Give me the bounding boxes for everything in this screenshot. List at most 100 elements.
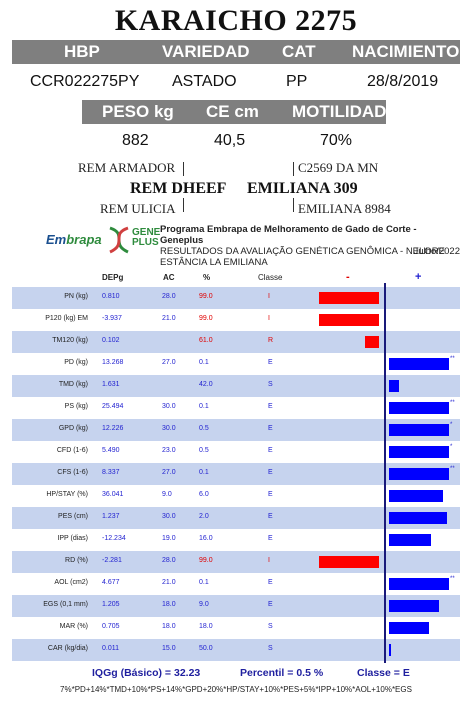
trait-label: TMD (kg) <box>58 381 88 388</box>
dep-bar <box>319 556 379 568</box>
ac-value: 21.0 <box>162 315 176 322</box>
percent-value: 0.5 <box>199 425 209 432</box>
class-value: E <box>268 403 273 410</box>
table-row: IPP (dias) -12.234 19.0 16.0 E <box>12 529 460 551</box>
percent-value: 0.1 <box>199 469 209 476</box>
percent-value: 6.0 <box>199 491 209 498</box>
ac-value: 9.0 <box>162 491 172 498</box>
dep-bar <box>319 292 379 304</box>
depg-value: 1.237 <box>102 513 120 520</box>
trait-label: MAR (%) <box>59 623 88 630</box>
ac-value: 30.0 <box>162 425 176 432</box>
geneplus-logo: GENE PLUS <box>132 227 161 248</box>
header-bar-1: HBP VARIEDAD CAT NACIMIENTO <box>12 40 460 64</box>
iqg-summary: IQGg (Básico) = 32.23 <box>92 667 201 679</box>
percent-value: 99.0 <box>199 557 213 564</box>
dep-bar <box>389 644 391 656</box>
value-nacimiento: 28/8/2019 <box>367 73 439 90</box>
table-row: PN (kg) 0.810 28.0 99.0 I <box>12 287 460 309</box>
table-row: MAR (%) 0.705 18.0 18.0 S <box>12 617 460 639</box>
value-motilidad: 70% <box>320 132 353 149</box>
dep-bar <box>389 402 449 414</box>
trait-label: CFD (1-6) <box>56 447 88 454</box>
percent-value: 99.0 <box>199 293 213 300</box>
chart-zero-axis <box>384 283 386 663</box>
class-value: I <box>268 315 270 322</box>
depg-value: 0.102 <box>102 337 120 344</box>
pedigree-line <box>183 198 184 212</box>
class-value: I <box>268 557 270 564</box>
pedigree-line <box>293 198 294 212</box>
trait-label: CAR (kg/dia) <box>47 645 88 652</box>
table-row: CFD (1-6) 5.490 23.0 0.5 E * <box>12 441 460 463</box>
dep-bar <box>389 468 449 480</box>
dep-bar <box>389 622 429 634</box>
dep-bar <box>389 600 439 612</box>
dep-bar <box>319 314 379 326</box>
trait-label: AOL (cm2) <box>54 579 88 586</box>
percent-value: 16.0 <box>199 535 213 542</box>
depg-value: 5.490 <box>102 447 120 454</box>
class-value: E <box>268 425 273 432</box>
header-motilidad: MOTILIDAD <box>292 102 387 121</box>
pedigree-dam-sire: C2569 DA MN <box>298 160 379 175</box>
dep-bar <box>389 446 449 458</box>
percent-value: 99.0 <box>199 315 213 322</box>
class-value: S <box>268 623 273 630</box>
col-plus: + <box>415 271 422 283</box>
program-date: Julho/2022 <box>413 246 460 257</box>
class-value: E <box>268 469 273 476</box>
trait-label: PN (kg) <box>64 293 88 300</box>
percent-value: 0.5 <box>199 447 209 454</box>
class-value: E <box>268 513 273 520</box>
depg-value: 1.631 <box>102 381 120 388</box>
pedigree-sire: REM DHEEF <box>130 180 227 197</box>
iqg-formula: 7%*PD+14%*TMD+10%*PS+14%*GPD+20%*HP/STAY… <box>60 685 412 694</box>
depg-value: -12.234 <box>102 535 126 542</box>
percent-value: 18.0 <box>199 623 213 630</box>
table-row: TM120 (kg) 0.102 61.0 R <box>12 331 460 353</box>
program-info: Programa Embrapa de Melhoramento de Gado… <box>160 224 460 268</box>
trait-label: GPD (kg) <box>58 425 88 432</box>
percent-value: 9.0 <box>199 601 209 608</box>
geneplus-dna-icon <box>109 226 129 254</box>
percent-value: 0.1 <box>199 403 209 410</box>
percent-value: 2.0 <box>199 513 209 520</box>
trait-label: PD (kg) <box>64 359 88 366</box>
ac-value: 19.0 <box>162 535 176 542</box>
table-row: PD (kg) 13.268 27.0 0.1 E ** <box>12 353 460 375</box>
ac-value: 23.0 <box>162 447 176 454</box>
dep-bar <box>389 380 399 392</box>
ac-value: 27.0 <box>162 469 176 476</box>
class-value: E <box>268 491 273 498</box>
value-variedad: ASTADO <box>172 73 237 90</box>
table-row: PS (kg) 25.494 30.0 0.1 E ** <box>12 397 460 419</box>
depg-value: 0.810 <box>102 293 120 300</box>
percent-value: 61.0 <box>199 337 213 344</box>
trait-label: CFS (1-6) <box>57 469 88 476</box>
depg-value: 0.011 <box>102 645 119 652</box>
class-value: E <box>268 535 273 542</box>
depg-value: -2.281 <box>102 557 122 564</box>
class-value: S <box>268 381 273 388</box>
value-peso: 882 <box>122 132 149 149</box>
significance-stars: * <box>450 422 453 428</box>
table-row: RD (%) -2.281 28.0 99.0 I <box>12 551 460 573</box>
trait-label: TM120 (kg) <box>52 337 88 344</box>
table-row: CAR (kg/dia) 0.011 15.0 50.0 S <box>12 639 460 661</box>
table-row: EGS (0,1 mm) 1.205 18.0 9.0 E <box>12 595 460 617</box>
trait-label: P120 (kg) EM <box>45 315 88 322</box>
table-row: AOL (cm2) 4.677 21.0 0.1 E ** <box>12 573 460 595</box>
pedigree-dam: EMILIANA 309 <box>247 180 358 197</box>
depg-value: 0.705 <box>102 623 120 630</box>
header-hbp: HBP <box>64 42 100 61</box>
ac-value: 27.0 <box>162 359 176 366</box>
percent-value: 0.1 <box>199 359 209 366</box>
classe-summary: Classe = E <box>357 667 410 679</box>
ac-value: 30.0 <box>162 513 176 520</box>
ac-value: 30.0 <box>162 403 176 410</box>
trait-label: IPP (dias) <box>57 535 88 542</box>
class-value: E <box>268 579 273 586</box>
dep-bar <box>389 424 449 436</box>
ac-value: 15.0 <box>162 645 176 652</box>
